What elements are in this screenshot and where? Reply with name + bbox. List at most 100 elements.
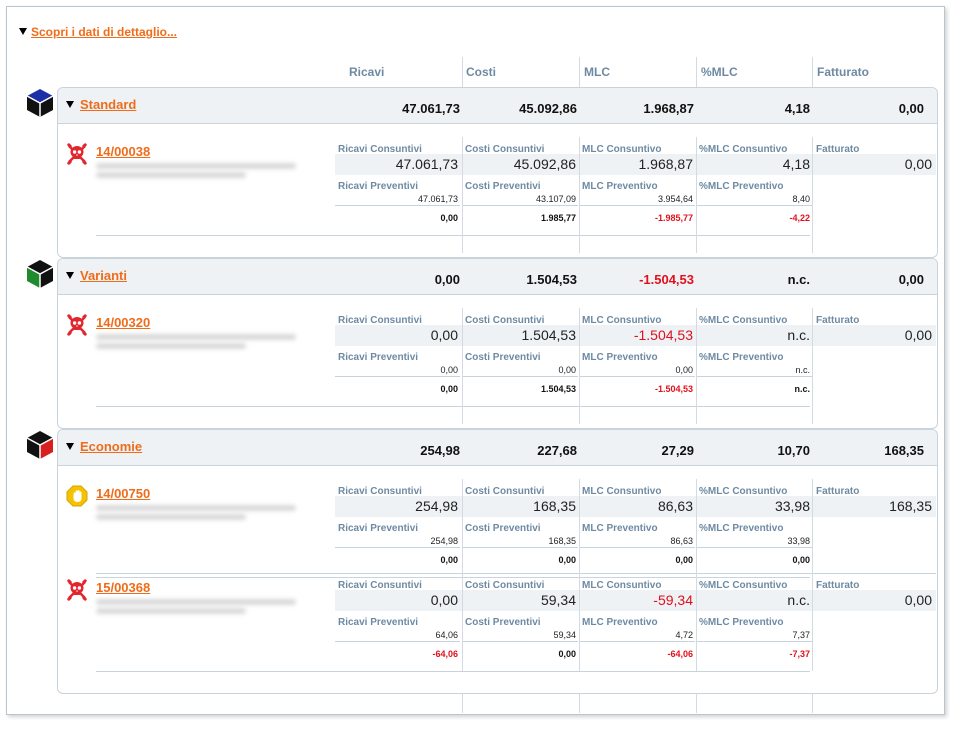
- row-separator: [579, 641, 695, 642]
- col-header-pmlc: %MLC: [701, 65, 738, 79]
- col-divider: [696, 693, 697, 713]
- row-separator: [462, 641, 578, 642]
- total-costi: 227,68: [537, 443, 577, 458]
- difference-value: 1.985,77: [540, 213, 576, 223]
- cube-icon-blue: [26, 89, 54, 117]
- fatturato-label: Fatturato: [816, 144, 860, 155]
- group-header: Standard 47.061,73 45.092,86 1.968,87 4,…: [58, 88, 937, 124]
- details-toggle-label: Scopri i dati di dettaglio...: [31, 25, 178, 39]
- pmlc-prev-value: n.c.: [795, 365, 810, 375]
- redacted-description: [96, 608, 246, 614]
- mlc-prev-value: 4,72: [675, 630, 693, 640]
- difference-value: -7,37: [789, 649, 810, 659]
- row-separator: [579, 547, 695, 548]
- project-code-link[interactable]: 14/00750: [96, 486, 151, 501]
- ricavi-prev-label: Ricavi Preventivi: [338, 617, 419, 628]
- costi-cons-label: Costi Consuntivi: [465, 486, 545, 497]
- total-mlc: 27,29: [661, 443, 694, 458]
- hand-stop-icon: [66, 485, 88, 507]
- difference-value: 0,00: [558, 555, 576, 565]
- group-header: Varianti 0,00 1.504,53 -1.504,53 n.c. 0,…: [58, 259, 937, 295]
- col-divider: [462, 693, 463, 713]
- total-costi: 1.504,53: [526, 272, 577, 287]
- difference-value: -4,22: [789, 213, 810, 223]
- ricavi-prev-value: 47.061,73: [417, 194, 458, 204]
- row-bottom-line: [96, 671, 810, 672]
- costi-prev-value: 168,35: [548, 536, 576, 546]
- col-header-mlc: MLC: [584, 65, 610, 79]
- total-fatturato: 0,00: [898, 272, 924, 287]
- ricavi-cons-value: 0,00: [430, 327, 458, 343]
- redacted-description: [96, 163, 296, 169]
- mlc-cons-value: 1.968,87: [638, 156, 694, 172]
- costi-cons-value: 168,35: [533, 498, 576, 514]
- row-shade: [335, 496, 936, 517]
- col-divider: [579, 137, 580, 253]
- mlc-prev-value: 3.954,64: [657, 194, 693, 204]
- mlc-cons-value: 86,63: [657, 498, 693, 514]
- ricavi-cons-label: Ricavi Consuntivi: [338, 144, 422, 155]
- difference-value: n.c.: [794, 384, 810, 394]
- difference-value: 0,00: [675, 555, 693, 565]
- col-divider: [812, 57, 813, 87]
- col-divider: [812, 693, 813, 713]
- ricavi-prev-value: 0,00: [440, 365, 458, 375]
- difference-value: 1.504,53: [540, 384, 576, 394]
- triangle-down-icon: [66, 272, 74, 279]
- details-toggle[interactable]: Scopri i dati di dettaglio...: [19, 25, 177, 39]
- row-separator: [696, 205, 812, 206]
- pmlc-cons-label: %MLC Consuntivo: [699, 580, 788, 591]
- pmlc-prev-value: 8,40: [792, 194, 810, 204]
- pmlc-prev-label: %MLC Preventivo: [699, 352, 784, 363]
- col-divider: [579, 308, 580, 424]
- total-mlc: 1.968,87: [643, 101, 694, 116]
- ricavi-cons-label: Ricavi Consuntivi: [338, 580, 422, 591]
- ricavi-cons-label: Ricavi Consuntivi: [338, 315, 422, 326]
- group-toggle[interactable]: Economie: [66, 439, 142, 454]
- mlc-cons-value: -1.504,53: [633, 327, 693, 343]
- mlc-prev-label: MLC Preventivo: [582, 617, 658, 628]
- col-divider: [696, 137, 697, 253]
- col-header-ricavi: Ricavi: [349, 65, 385, 79]
- row-separator: [335, 547, 460, 548]
- costi-prev-value: 43.107,09: [535, 194, 576, 204]
- ricavi-cons-value: 0,00: [430, 592, 458, 608]
- project-code-link[interactable]: 15/00368: [96, 580, 151, 595]
- costi-prev-label: Costi Preventivi: [465, 523, 541, 534]
- project-code-link[interactable]: 14/00038: [96, 144, 151, 159]
- row-separator: [462, 547, 578, 548]
- total-ricavi: 254,98: [420, 443, 460, 458]
- fatturato-value: 0,00: [904, 592, 932, 608]
- ricavi-prev-label: Ricavi Preventivi: [338, 352, 419, 363]
- pmlc-prev-label: %MLC Preventivo: [699, 523, 784, 534]
- row-separator: [696, 641, 812, 642]
- pmlc-cons-label: %MLC Consuntivo: [699, 315, 788, 326]
- fatturato-value: 168,35: [889, 498, 932, 514]
- cube-icon-red: [26, 431, 54, 459]
- project-code-link[interactable]: 14/00320: [96, 315, 151, 330]
- row-separator: [335, 376, 460, 377]
- ricavi-prev-value: 254,98: [430, 536, 458, 546]
- row-separator: [462, 376, 578, 377]
- difference-value: 0,00: [792, 555, 810, 565]
- col-divider: [579, 573, 580, 671]
- col-divider: [812, 573, 813, 671]
- row-bottom-line: [96, 406, 810, 407]
- redacted-description: [96, 334, 296, 340]
- row-bottom-line: [96, 577, 810, 578]
- col-divider: [462, 57, 463, 87]
- costi-prev-value: 59,34: [553, 630, 576, 640]
- pmlc-cons-value: 33,98: [774, 498, 810, 514]
- pmlc-cons-value: 4,18: [782, 156, 810, 172]
- redacted-description: [96, 343, 246, 349]
- total-pmlc: 4,18: [784, 101, 810, 116]
- group-toggle[interactable]: Varianti: [66, 268, 127, 283]
- pmlc-cons-label: %MLC Consuntivo: [699, 144, 788, 155]
- group-toggle[interactable]: Standard: [66, 97, 136, 112]
- project-separator: [96, 573, 936, 574]
- pmlc-cons-value: n.c.: [787, 327, 810, 343]
- row-separator: [579, 376, 695, 377]
- row-shade: [335, 325, 936, 346]
- mlc-prev-label: MLC Preventivo: [582, 523, 658, 534]
- mlc-cons-label: MLC Consuntivo: [582, 486, 662, 497]
